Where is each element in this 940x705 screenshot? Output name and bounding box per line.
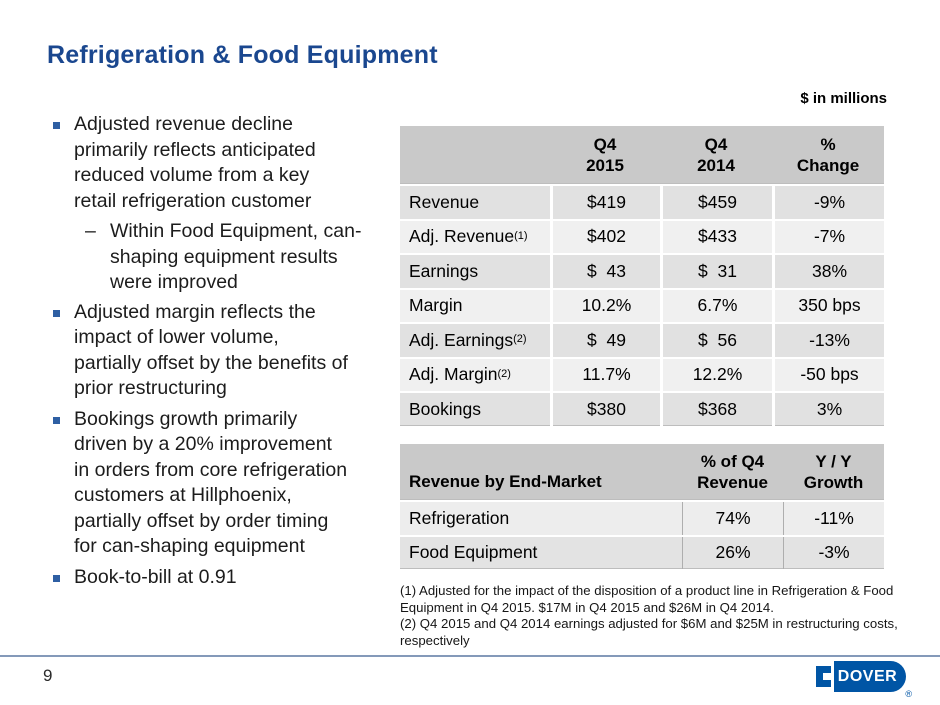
cell-change: -7% (772, 220, 884, 253)
bullet-item: Bookings growth primarily driven by a 20… (47, 407, 395, 560)
cell-q4-2014: $ 56 (660, 324, 772, 357)
row-label: Adj. Earnings (2) (400, 324, 550, 357)
footnote-superscript: (2) (497, 367, 511, 380)
cell-pct-revenue: 74% (682, 502, 783, 535)
cell-yy-growth: -11% (783, 502, 884, 535)
row-label: Earnings (400, 255, 550, 288)
row-label: Refrigeration (400, 502, 682, 535)
cell-q4-2015: $419 (550, 186, 660, 219)
dover-logo: DOVER ® (816, 661, 912, 699)
registered-trademark-icon: ® (905, 689, 912, 699)
header-cell-q4-2015: Q4 2015 (586, 134, 624, 175)
cell-q4-2015: $ 43 (550, 255, 660, 288)
bullet-item: Adjusted revenue decline primarily refle… (47, 112, 395, 214)
footnote-1: (1) Adjusted for the impact of the dispo… (400, 583, 894, 615)
row-label: Adj. Margin (2) (400, 358, 550, 391)
dover-flag-icon (816, 666, 831, 687)
footnote-superscript: (1) (514, 229, 528, 242)
row-label: Revenue (400, 186, 550, 219)
table-row-margin: Margin 10.2% 6.7% 350 bps (400, 289, 884, 322)
footnote-2: (2) Q4 2015 and Q4 2014 earnings adjuste… (400, 616, 898, 648)
cell-pct-revenue: 26% (682, 536, 783, 569)
cell-q4-2015: 11.7% (550, 358, 660, 391)
header-cell-endmarket: Revenue by End-Market (409, 472, 602, 491)
bullet-item: Adjusted margin reflects the impact of l… (47, 300, 395, 402)
cell-q4-2014: 12.2% (660, 358, 772, 391)
cell-q4-2015: $402 (550, 220, 660, 253)
cell-change: 38% (772, 255, 884, 288)
cell-q4-2015: 10.2% (550, 289, 660, 322)
sub-bullet-item: – Within Food Equipment, can- shaping eq… (85, 219, 395, 296)
bullet-square-icon (53, 574, 60, 582)
dover-logo-body: DOVER (834, 661, 906, 692)
header-cell-pct-change: % Change (796, 134, 860, 175)
table-row-adj-margin: Adj. Margin (2) 11.7% 12.2% -50 bps (400, 358, 884, 391)
bullet-square-icon (53, 309, 60, 317)
sub-bullet-text: Within Food Equipment, can- shaping equi… (110, 220, 362, 293)
bullet-square-icon (53, 416, 60, 424)
cell-q4-2014: $433 (660, 220, 772, 253)
cell-q4-2014: $368 (660, 393, 772, 426)
cell-yy-growth: -3% (783, 536, 884, 569)
bullet-text: Adjusted margin reflects the impact of l… (74, 300, 348, 400)
endmarket-table-header: Revenue by End-Market % of Q4 Revenue Y … (400, 444, 884, 500)
bullet-list: Adjusted revenue decline primarily refle… (47, 112, 395, 595)
footnote-superscript: (2) (513, 333, 527, 346)
cell-q4-2014: $ 31 (660, 255, 772, 288)
header-cell-pct-of-q4: % of Q4 Revenue (697, 451, 768, 492)
dover-wordmark: DOVER (837, 667, 898, 685)
table-row-refrigeration: Refrigeration 74% -11% (400, 502, 884, 535)
sub-bullet-dash: – (85, 220, 96, 242)
table-row-earnings: Earnings $ 43 $ 31 38% (400, 255, 884, 288)
cell-q4-2014: $459 (660, 186, 772, 219)
endmarket-table: Revenue by End-Market % of Q4 Revenue Y … (400, 444, 884, 569)
header-cell-yy-growth: Y / Y Growth (803, 451, 864, 492)
table-row-bookings: Bookings $380 $368 3% (400, 393, 884, 426)
slide-title: Refrigeration & Food Equipment (47, 41, 438, 69)
page-number: 9 (43, 666, 53, 685)
table-row-adj-earnings: Adj. Earnings (2) $ 49 $ 56 -13% (400, 324, 884, 357)
row-label: Bookings (400, 393, 550, 426)
bullet-text: Adjusted revenue decline primarily refle… (74, 113, 316, 212)
cell-change: 350 bps (772, 289, 884, 322)
cell-q4-2015: $380 (550, 393, 660, 426)
table-row-food-equipment: Food Equipment 26% -3% (400, 536, 884, 569)
table-row-revenue: Revenue $419 $459 -9% (400, 186, 884, 219)
footer-divider (0, 655, 940, 657)
cell-change: 3% (772, 393, 884, 426)
bullet-text: Bookings growth primarily driven by a 20… (74, 407, 348, 558)
financial-table-header: Q4 2015 Q4 2014 % Change (400, 126, 884, 184)
cell-q4-2015: $ 49 (550, 324, 660, 357)
row-label: Food Equipment (400, 536, 682, 569)
cell-change: -13% (772, 324, 884, 357)
row-label: Margin (400, 289, 550, 322)
units-note: $ in millions (800, 90, 887, 107)
financial-table: Q4 2015 Q4 2014 % Change Revenue $419 $4… (400, 126, 884, 426)
cell-change: -9% (772, 186, 884, 219)
table-row-adj-revenue: Adj. Revenue (1) $402 $433 -7% (400, 220, 884, 253)
bullet-square-icon (53, 122, 60, 129)
bullet-text: Book-to-bill at 0.91 (74, 565, 237, 588)
bullet-item: Book-to-bill at 0.91 (47, 565, 395, 591)
row-label: Adj. Revenue (1) (400, 220, 550, 253)
cell-change: -50 bps (772, 358, 884, 391)
cell-q4-2014: 6.7% (660, 289, 772, 322)
header-cell-q4-2014: Q4 2014 (697, 134, 735, 175)
footnotes: (1) Adjusted for the impact of the dispo… (400, 583, 910, 649)
